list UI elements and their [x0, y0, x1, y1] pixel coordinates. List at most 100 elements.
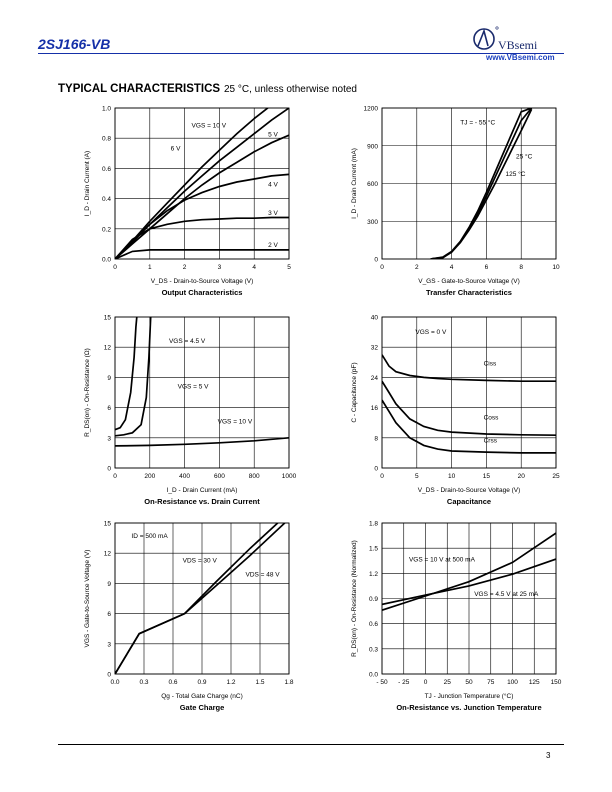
curve-label: VGS = 5 V: [178, 383, 210, 390]
chart-title: On-Resistance vs. Drain Current: [144, 497, 260, 506]
curve-label: VDS = 30 V: [183, 557, 218, 564]
x-axis-label: Qg - Total Gate Charge (nC): [161, 693, 243, 700]
x-tick-label: 200: [144, 473, 155, 480]
curve-label: 3 V: [268, 210, 278, 217]
x-tick-label: 6: [485, 264, 489, 271]
plot-frame: [381, 522, 557, 675]
x-tick-label: 0: [424, 679, 428, 686]
x-tick-label: 0.3: [139, 679, 148, 686]
y-tick-label: 600: [367, 181, 378, 188]
y-tick-label: 32: [371, 345, 379, 352]
series-line-0: [115, 108, 270, 259]
y-axis-label: I_D - Drain Current (A): [84, 151, 91, 216]
curve-label: VGS = 10 V: [218, 419, 253, 426]
y-tick-label: 40: [371, 315, 379, 322]
section-title: TYPICAL CHARACTERISTICS: [58, 83, 221, 95]
footer-divider: [58, 744, 564, 745]
plot-frame: [114, 316, 290, 469]
y-tick-label: 15: [104, 315, 112, 322]
y-tick-label: 15: [104, 521, 112, 528]
series-line-0: [382, 354, 556, 383]
plot-frame: [381, 107, 557, 260]
x-axis-label: I_D - Drain Current (mA): [167, 487, 238, 494]
curve-label: VGS = 10 V at 500 mA: [409, 557, 476, 564]
y-tick-label: 3: [107, 641, 111, 648]
x-tick-label: 1.2: [226, 679, 235, 686]
y-tick-label: 1.8: [369, 521, 378, 528]
curve-label: 4 V: [268, 182, 278, 189]
curve-label: 2 V: [268, 242, 278, 249]
y-axis-label: R_DS(on) - On-Resistance (Normalized): [351, 540, 358, 657]
curve-label: Crss: [484, 437, 498, 444]
y-tick-label: 0.8: [102, 136, 111, 143]
y-tick-label: 0.9: [369, 596, 378, 603]
curve-label: ID = 500 mA: [131, 533, 168, 540]
x-axis-label: V_GS - Gate-to-Source Voltage (V): [418, 278, 520, 285]
chart-title: On-Resistance vs. Junction Temperature: [396, 703, 541, 712]
x-tick-label: - 50: [376, 679, 388, 686]
y-tick-label: 3: [107, 435, 111, 442]
y-tick-label: 1.2: [369, 571, 378, 578]
x-tick-label: - 25: [398, 679, 410, 686]
x-axis-label: V_DS - Drain-to-Source Voltage (V): [151, 278, 254, 285]
y-axis-label: R_DS(on) - On-Resistance (Ω): [84, 348, 91, 437]
x-tick-label: 4: [252, 264, 256, 271]
y-tick-label: 6: [107, 405, 111, 412]
x-tick-label: 10: [552, 264, 560, 271]
series-line-2: [430, 108, 533, 259]
part-number: 2SJ166-VB: [38, 36, 111, 52]
curve-label: VGS = 4.5 V: [169, 338, 206, 345]
curve-label: Coss: [484, 415, 500, 422]
y-axis-label: VGS - Gate-to-Source Voltage (V): [84, 550, 91, 648]
x-tick-label: 0.9: [197, 679, 206, 686]
y-axis-label: C - Capacitance (pF): [351, 362, 358, 422]
brand-url[interactable]: www.VBsemi.com: [486, 53, 555, 62]
curve-label: VDS = 48 V: [246, 571, 281, 578]
series-line-0: [115, 317, 138, 431]
header-divider: [38, 53, 564, 54]
x-tick-label: 20: [518, 473, 526, 480]
x-axis-label: V_DS - Drain-to-Source Voltage (V): [418, 487, 521, 494]
series-line-3: [115, 173, 289, 259]
y-tick-label: 0.4: [102, 196, 111, 203]
x-tick-label: 0: [380, 473, 384, 480]
curve-label: 25 °C: [516, 152, 533, 160]
y-tick-label: 0: [374, 466, 378, 473]
y-tick-label: 24: [371, 375, 379, 382]
x-tick-label: 0: [113, 264, 117, 271]
y-tick-label: 0.2: [102, 226, 111, 233]
curve-label: VGS = 10 V: [192, 123, 227, 130]
y-tick-label: 0: [107, 466, 111, 473]
x-tick-label: 25: [552, 473, 560, 480]
y-tick-label: 16: [371, 405, 379, 412]
x-tick-label: 5: [415, 473, 419, 480]
y-tick-label: 8: [374, 435, 378, 442]
x-tick-label: 8: [519, 264, 523, 271]
x-axis-label: TJ - Junction Temperature (°C): [425, 692, 514, 700]
x-tick-label: 25: [444, 679, 452, 686]
section-subtitle: 25 °C, unless otherwise noted: [224, 84, 357, 95]
x-tick-label: 100: [507, 679, 518, 686]
plot-frame: [381, 316, 557, 469]
x-tick-label: 125: [529, 679, 540, 686]
series-line-2: [115, 134, 289, 259]
x-tick-label: 1000: [282, 473, 297, 480]
chart-title: Capacitance: [447, 497, 491, 506]
series-line-4: [115, 216, 289, 259]
x-tick-label: 4: [450, 264, 454, 271]
y-tick-label: 0.6: [369, 621, 378, 628]
y-tick-label: 1200: [364, 106, 379, 113]
x-tick-label: 15: [483, 473, 491, 480]
series-line-1: [382, 380, 556, 437]
x-tick-label: 600: [214, 473, 225, 480]
curve-label: 5 V: [268, 132, 278, 139]
x-tick-label: 400: [179, 473, 190, 480]
chart-title: Gate Charge: [180, 703, 225, 712]
x-tick-label: 0.6: [168, 679, 177, 686]
y-tick-label: 12: [104, 345, 112, 352]
y-tick-label: 9: [107, 581, 111, 588]
